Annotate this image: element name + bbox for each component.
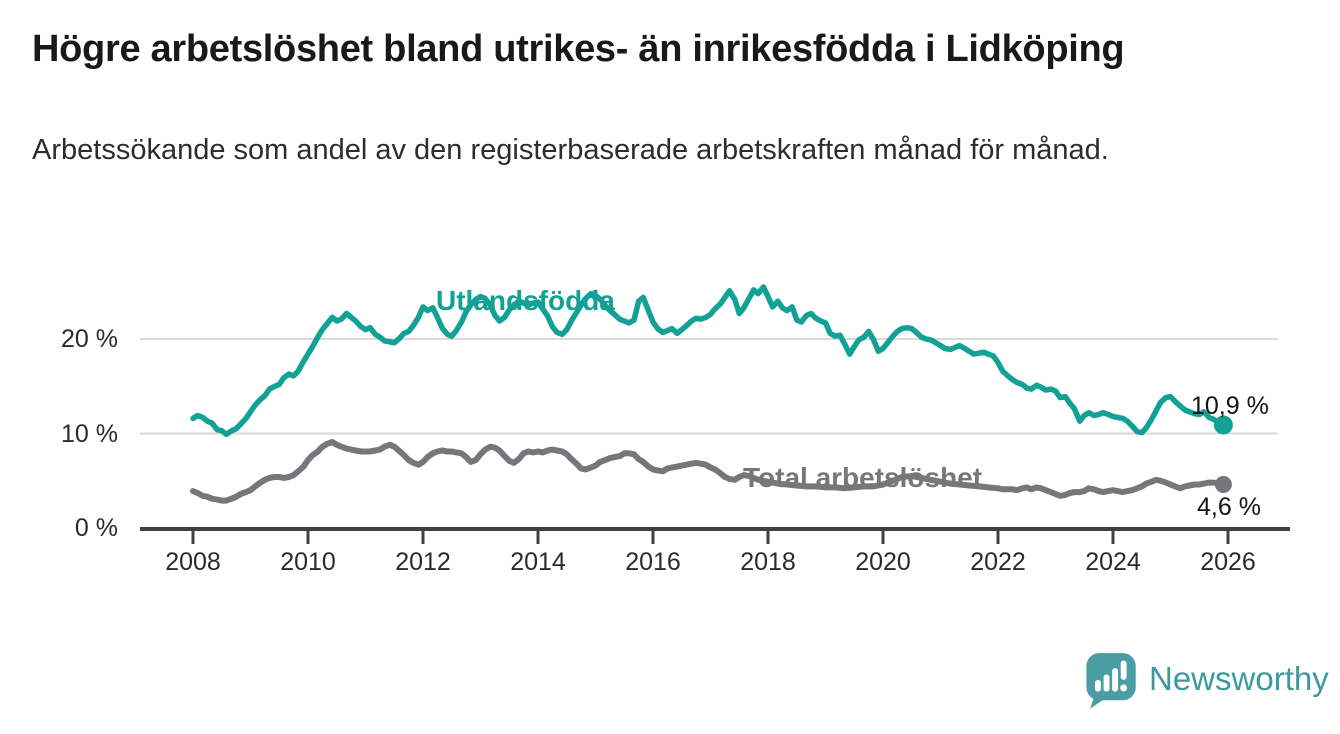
x-tick-label: 2014 xyxy=(510,548,566,576)
x-tick-label: 2010 xyxy=(280,548,336,576)
x-tick-label: 2012 xyxy=(395,548,451,576)
series-label-total: Total arbetslöshet xyxy=(743,462,983,493)
y-tick-label: 0 % xyxy=(74,514,118,542)
x-tick-label: 2026 xyxy=(1200,548,1256,576)
x-tick-label: 2008 xyxy=(165,548,221,576)
page-title: Högre arbetslöshet bland utrikes- än inr… xyxy=(32,28,1125,70)
x-tick-label: 2022 xyxy=(970,548,1026,576)
newsworthy-logo[interactable]: Newsworthy xyxy=(1083,652,1329,712)
series-line-total xyxy=(190,439,1227,504)
series-end-dot-foreign-born xyxy=(1213,415,1233,435)
y-tick-label: 10 % xyxy=(61,419,118,448)
newsworthy-logo-text: Newsworthy xyxy=(1149,660,1329,697)
series-line-foreign-born xyxy=(190,284,1227,438)
end-value-label-foreign-born: 10,9 % xyxy=(1191,392,1269,420)
end-value-label-total: 4,6 % xyxy=(1197,493,1261,521)
series-end-dot-total xyxy=(1214,476,1232,494)
y-tick-label: 20 % xyxy=(61,325,118,353)
x-tick-label: 2020 xyxy=(855,548,911,576)
x-tick-label: 2024 xyxy=(1085,548,1141,576)
x-tick-label: 2016 xyxy=(625,548,681,576)
x-tick-label: 2018 xyxy=(740,548,796,576)
chart-subtitle: Arbetssökande som andel av den registerb… xyxy=(32,134,1109,166)
series-label-foreign-born: Utlandsfödda xyxy=(436,285,615,316)
newsworthy-chart-bubble-icon xyxy=(1086,653,1136,709)
